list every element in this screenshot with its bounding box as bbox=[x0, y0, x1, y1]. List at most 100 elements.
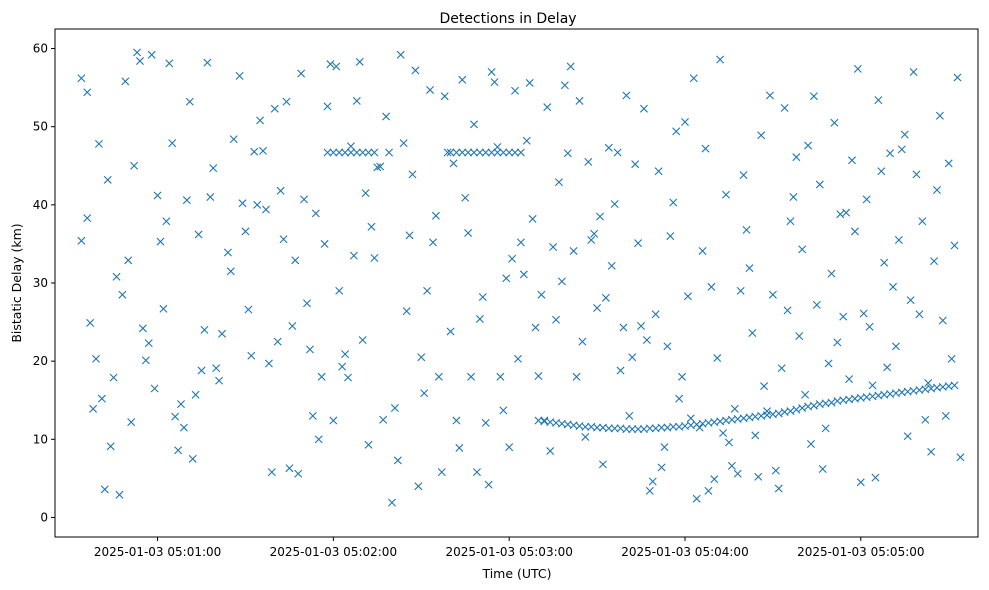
scatter-point bbox=[226, 267, 235, 276]
scatter-point bbox=[352, 96, 361, 105]
scatter-point bbox=[575, 96, 584, 105]
scatter-point bbox=[423, 286, 432, 295]
scatter-point bbox=[499, 148, 508, 157]
scatter-point bbox=[294, 469, 303, 478]
scatter-point bbox=[698, 246, 707, 255]
scatter-point bbox=[431, 211, 440, 220]
scatter-point bbox=[956, 453, 965, 462]
scatter-point bbox=[379, 415, 388, 424]
scatter-point bbox=[909, 67, 918, 76]
y-tick-label: 60 bbox=[33, 42, 48, 56]
scatter-point bbox=[86, 318, 95, 327]
scatter-point bbox=[472, 468, 481, 477]
scatter-point bbox=[285, 464, 294, 473]
scatter-point bbox=[874, 96, 883, 105]
scatter-point bbox=[660, 443, 669, 452]
scatter-point bbox=[850, 227, 859, 236]
scatter-point bbox=[628, 425, 637, 434]
scatter-point bbox=[273, 337, 282, 346]
scatter-point bbox=[499, 406, 508, 415]
scatter-point bbox=[686, 414, 695, 423]
scatter-point bbox=[516, 238, 525, 247]
scatter-point bbox=[326, 60, 335, 69]
scatter-point bbox=[194, 230, 203, 239]
scatter-point bbox=[763, 407, 772, 416]
scatter-point bbox=[944, 159, 953, 168]
scatter-point bbox=[552, 315, 561, 324]
scatter-point bbox=[830, 118, 839, 127]
scatter-point bbox=[396, 50, 405, 59]
scatter-point bbox=[305, 345, 314, 354]
scatter-point bbox=[335, 286, 344, 295]
scatter-point bbox=[941, 411, 950, 420]
scatter-point bbox=[815, 180, 824, 189]
scatter-point bbox=[654, 167, 663, 176]
scatter-point bbox=[115, 490, 124, 499]
scatter-point bbox=[314, 435, 323, 444]
scatter-point bbox=[572, 372, 581, 381]
scatter-point bbox=[757, 131, 766, 140]
scatter-point bbox=[760, 382, 769, 391]
scatter-point bbox=[645, 424, 654, 433]
data-points bbox=[77, 48, 965, 507]
scatter-point bbox=[370, 254, 379, 262]
scatter-point bbox=[159, 304, 168, 313]
scatter-point bbox=[385, 148, 394, 157]
scatter-point bbox=[607, 261, 616, 270]
scatter-point bbox=[719, 429, 728, 438]
scatter-point bbox=[361, 189, 370, 198]
scatter-point bbox=[950, 241, 959, 250]
scatter-point bbox=[932, 186, 941, 194]
scatter-point bbox=[724, 438, 733, 447]
scatter-point bbox=[798, 245, 807, 254]
scatter-point bbox=[809, 92, 818, 101]
scatter-point bbox=[434, 372, 443, 381]
scatter-point bbox=[481, 148, 490, 157]
scatter-point bbox=[560, 81, 569, 90]
scatter-point bbox=[329, 148, 338, 157]
scatter-point bbox=[89, 404, 98, 413]
scatter-point bbox=[467, 372, 476, 381]
scatter-point bbox=[657, 463, 666, 472]
scatter-point bbox=[156, 237, 165, 246]
scatter-point bbox=[645, 486, 654, 495]
scatter-point bbox=[522, 136, 531, 145]
scatter-point bbox=[663, 342, 672, 351]
scatter-point bbox=[519, 270, 528, 279]
scatter-point bbox=[722, 190, 730, 199]
scatter-point bbox=[774, 409, 783, 418]
scatter-point bbox=[716, 55, 725, 64]
scatter-point bbox=[390, 404, 399, 413]
scatter-point bbox=[168, 139, 177, 148]
scatter-point bbox=[675, 394, 684, 403]
scatter-point bbox=[320, 239, 329, 248]
scatter-point bbox=[839, 312, 848, 321]
scatter-point bbox=[701, 144, 710, 153]
scatter-point bbox=[625, 411, 634, 420]
scatter-point bbox=[853, 64, 862, 73]
scatter-point bbox=[669, 198, 678, 207]
scatter-point bbox=[303, 299, 311, 308]
scatter-point bbox=[610, 424, 619, 433]
x-tick-label: 2025-01-03 05:01:00 bbox=[94, 545, 221, 559]
scatter-point bbox=[487, 67, 496, 76]
scatter-point bbox=[581, 432, 590, 441]
scatter-point bbox=[710, 475, 719, 484]
scatter-point bbox=[733, 469, 742, 478]
scatter-point bbox=[329, 416, 338, 425]
scatter-point bbox=[124, 256, 133, 265]
chart-title: Detections in Delay bbox=[439, 11, 576, 27]
scatter-point bbox=[470, 148, 479, 157]
scatter-point bbox=[141, 356, 150, 365]
scatter-point bbox=[209, 164, 218, 173]
scatter-point bbox=[215, 376, 224, 385]
scatter-point bbox=[282, 97, 291, 106]
scatter-point bbox=[812, 300, 821, 309]
scatter-point bbox=[297, 69, 306, 78]
scatter-point bbox=[651, 310, 660, 319]
scatter-point bbox=[868, 381, 877, 390]
scatter-point bbox=[138, 324, 147, 333]
scatter-point bbox=[346, 142, 355, 151]
scatter-point bbox=[323, 148, 332, 157]
scatter-point bbox=[672, 127, 681, 136]
